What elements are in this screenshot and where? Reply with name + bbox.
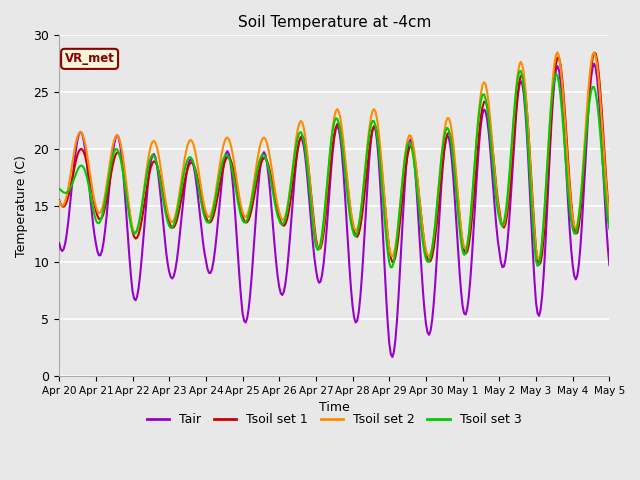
Tair <box>157 203 165 209</box>
Tair <box>590 61 598 67</box>
Tsoil set 3 <box>369 118 376 124</box>
Tsoil set 3 <box>388 264 396 270</box>
Title: Soil Temperature at -4cm: Soil Temperature at -4cm <box>237 15 431 30</box>
Tsoil set 2 <box>540 221 547 227</box>
X-axis label: Time: Time <box>319 401 349 414</box>
Tsoil set 1 <box>387 255 395 261</box>
Text: VR_met: VR_met <box>65 52 115 65</box>
Line: Tsoil set 1: Tsoil set 1 <box>59 53 609 264</box>
Tsoil set 1 <box>399 188 407 194</box>
Tair <box>388 354 396 360</box>
Tsoil set 1 <box>535 262 543 267</box>
Tsoil set 2 <box>387 252 395 257</box>
Tsoil set 3 <box>541 195 549 201</box>
Tsoil set 2 <box>399 170 407 176</box>
Tsoil set 2 <box>535 257 543 263</box>
Tsoil set 1 <box>540 236 547 241</box>
Tair <box>55 240 63 246</box>
Tsoil set 1 <box>369 127 376 133</box>
Tsoil set 2 <box>157 171 165 177</box>
Tair <box>369 127 376 132</box>
Tsoil set 3 <box>387 264 395 270</box>
Tsoil set 3 <box>401 158 408 164</box>
Tsoil set 2 <box>590 49 598 55</box>
Tsoil set 3 <box>605 226 613 232</box>
Tsoil set 1 <box>70 164 78 170</box>
Tsoil set 2 <box>605 215 613 220</box>
Tair <box>605 262 613 268</box>
Legend: Tair, Tsoil set 1, Tsoil set 2, Tsoil set 3: Tair, Tsoil set 1, Tsoil set 2, Tsoil se… <box>142 408 527 431</box>
Line: Tair: Tair <box>59 64 609 357</box>
Tsoil set 1 <box>590 50 598 56</box>
Tsoil set 3 <box>157 187 165 192</box>
Tair <box>540 272 547 278</box>
Tsoil set 2 <box>369 108 376 114</box>
Tair <box>401 186 408 192</box>
Tsoil set 1 <box>605 214 613 219</box>
Tair <box>387 351 395 357</box>
Tsoil set 3 <box>55 186 63 192</box>
Line: Tsoil set 3: Tsoil set 3 <box>59 71 609 267</box>
Tsoil set 2 <box>55 198 63 204</box>
Tsoil set 3 <box>517 68 525 74</box>
Tsoil set 1 <box>157 182 165 188</box>
Line: Tsoil set 2: Tsoil set 2 <box>59 52 609 260</box>
Tsoil set 3 <box>70 175 78 181</box>
Tsoil set 2 <box>70 147 78 153</box>
Tair <box>70 159 78 165</box>
Y-axis label: Temperature (C): Temperature (C) <box>15 155 28 257</box>
Tsoil set 1 <box>55 197 63 203</box>
